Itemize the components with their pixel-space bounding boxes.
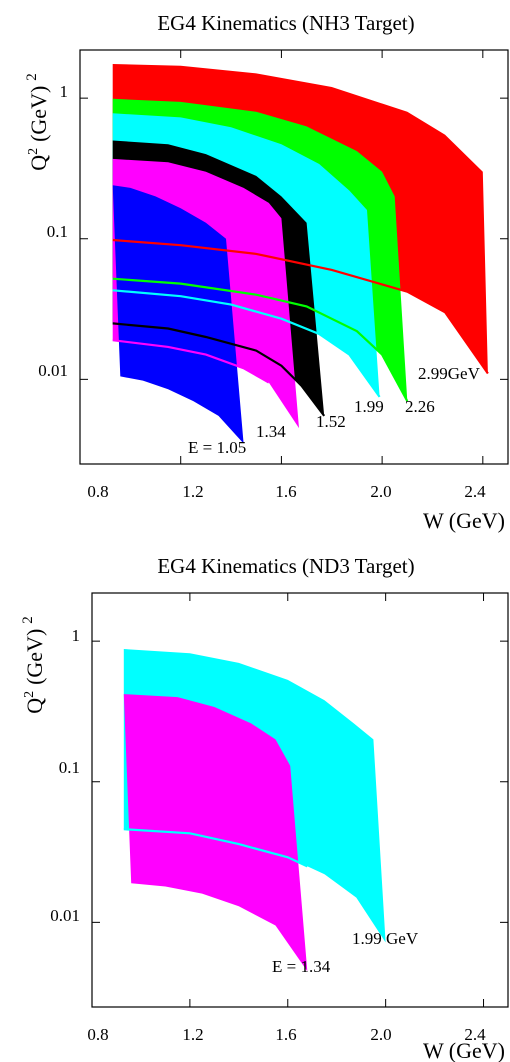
plot-area [91, 593, 508, 1007]
energy-label: 1.99 GeV [352, 929, 419, 948]
x-tick-label: 2.4 [464, 482, 486, 501]
q2-min-line-1-99 [123, 828, 308, 868]
y-tick-label: 1 [60, 82, 69, 101]
q2-min-line-1-52 [112, 322, 326, 417]
x-tick-label: 1.2 [182, 482, 203, 501]
plot-frame [91, 592, 509, 1008]
y-tick-label: 1 [72, 626, 81, 645]
svg-text:Q2(GeV)2: Q2(GeV)2 [24, 73, 51, 171]
svg-text:Q2(GeV)2: Q2(GeV)2 [20, 616, 47, 714]
y-axis-label: Q2(GeV)2 [24, 73, 51, 171]
q2-min-line-1-99 [112, 289, 381, 398]
y-label-base: Q [26, 155, 51, 171]
plot-frame [79, 49, 509, 465]
x-tick-label: 0.8 [87, 482, 108, 501]
y-label-unit: (GeV) [22, 629, 47, 685]
y-label-unit: (GeV) [26, 86, 51, 142]
y-label-sup: 2 [26, 148, 41, 155]
x-tick-label: 1.2 [182, 1025, 203, 1044]
y-label-unit-sup: 2 [20, 616, 36, 624]
energy-label: 1.99 [354, 397, 384, 416]
x-axis-label: W (GeV) [423, 1038, 505, 1062]
y-tick-label: 0.01 [50, 906, 80, 925]
x-tick-label: 2.0 [370, 1025, 391, 1044]
y-label-base: Q [22, 698, 47, 714]
q2-min-line-1-34 [112, 339, 270, 384]
chart-nh3: EG4 Kinematics (NH3 Target) Q2(GeV)2 0.8… [24, 11, 509, 533]
y-label-sup: 2 [22, 691, 37, 698]
energy-label: 2.26 [405, 397, 435, 416]
q2-min-line-2-26 [112, 277, 409, 402]
coverage-band-1-05 [112, 185, 244, 444]
energy-label: E = 1.05 [188, 438, 246, 457]
y-tick-label: 0.1 [47, 222, 68, 241]
x-tick-label: 2.4 [464, 1025, 486, 1044]
y-tick-label: 0.01 [38, 361, 68, 380]
coverage-band-1-34 [123, 694, 308, 972]
chart-title: EG4 Kinematics (NH3 Target) [157, 11, 414, 35]
y-label-unit-sup: 2 [24, 73, 40, 81]
y-tick-label: 0.1 [59, 758, 80, 777]
energy-label: E = 1.34 [272, 957, 331, 976]
energy-label: 2.99GeV [418, 364, 481, 383]
plot-area [79, 50, 508, 464]
x-tick-label: 2.0 [370, 482, 391, 501]
x-tick-label: 1.6 [275, 1025, 296, 1044]
x-tick-label: 1.6 [275, 482, 296, 501]
chart-nd3: EG4 Kinematics (ND3 Target) Q2(GeV)2 0.8… [20, 554, 509, 1062]
chart-title: EG4 Kinematics (ND3 Target) [157, 554, 414, 578]
q2-min-line-2-99 [112, 238, 489, 375]
energy-label: 1.52 [316, 412, 346, 431]
x-tick-label: 0.8 [87, 1025, 108, 1044]
energy-label: 1.34 [256, 422, 286, 441]
x-axis-label: W (GeV) [423, 508, 505, 533]
y-axis-label: Q2(GeV)2 [20, 616, 47, 714]
